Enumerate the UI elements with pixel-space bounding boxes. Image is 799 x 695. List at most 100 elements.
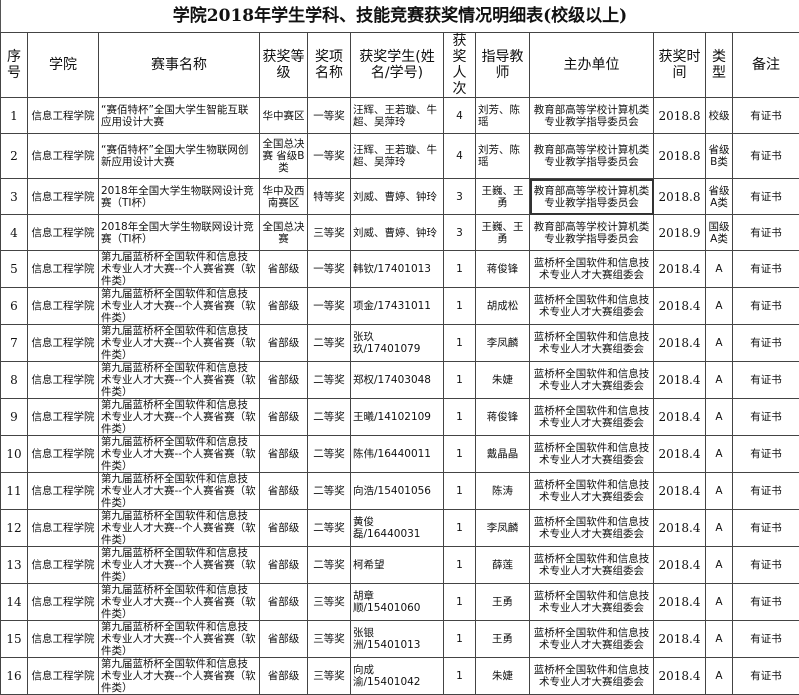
cell-award-count[interactable]: 1 <box>444 325 476 362</box>
header-type[interactable]: 类型 <box>706 33 733 98</box>
cell-organizer[interactable]: 蓝桥杯全国软件和信息技术专业人才大赛组委会 <box>530 399 654 436</box>
cell-award-name[interactable]: 一等奖 <box>308 98 351 134</box>
cell-seq[interactable]: 11 <box>1 473 28 510</box>
cell-organizer[interactable]: 蓝桥杯全国软件和信息技术专业人才大赛组委会 <box>530 436 654 473</box>
cell-remarks[interactable]: 有证书 <box>733 288 799 325</box>
cell-students[interactable]: 刘威、曹婷、钟玲 <box>351 179 444 215</box>
header-students[interactable]: 获奖学生(姓名/学号) <box>351 33 444 98</box>
cell-college[interactable]: 信息工程学院 <box>28 362 99 399</box>
header-remarks[interactable]: 备注 <box>733 33 799 98</box>
cell-award-name[interactable]: 三等奖 <box>308 658 351 695</box>
cell-award-date[interactable]: 2018.4 <box>654 436 706 473</box>
cell-award-name[interactable]: 特等奖 <box>308 179 351 215</box>
cell-students[interactable]: 郑权/17403048 <box>351 362 444 399</box>
cell-advisor[interactable]: 戴晶晶 <box>476 436 530 473</box>
cell-college[interactable]: 信息工程学院 <box>28 215 99 251</box>
cell-advisor[interactable]: 李凤麟 <box>476 325 530 362</box>
cell-award-count[interactable]: 4 <box>444 134 476 179</box>
cell-remarks[interactable]: 有证书 <box>733 473 799 510</box>
cell-remarks[interactable]: 有证书 <box>733 251 799 288</box>
cell-event-name[interactable]: 第九届蓝桥杯全国软件和信息技术专业人才大赛--个人赛省赛（软件类） <box>99 251 260 288</box>
cell-award-date[interactable]: 2018.4 <box>654 251 706 288</box>
cell-students[interactable]: 陈伟/16440011 <box>351 436 444 473</box>
cell-organizer[interactable]: 蓝桥杯全国软件和信息技术专业人才大赛组委会 <box>530 288 654 325</box>
cell-college[interactable]: 信息工程学院 <box>28 510 99 547</box>
cell-event-name[interactable]: 第九届蓝桥杯全国软件和信息技术专业人才大赛--个人赛省赛（软件类） <box>99 325 260 362</box>
cell-event-name[interactable]: 第九届蓝桥杯全国软件和信息技术专业人才大赛--个人赛省赛（软件类） <box>99 547 260 584</box>
cell-award-name[interactable]: 二等奖 <box>308 325 351 362</box>
cell-advisor[interactable]: 薛莲 <box>476 547 530 584</box>
header-seq[interactable]: 序号 <box>1 33 28 98</box>
cell-organizer[interactable]: 蓝桥杯全国软件和信息技术专业人才大赛组委会 <box>530 510 654 547</box>
cell-award-count[interactable]: 1 <box>444 436 476 473</box>
cell-remarks[interactable]: 有证书 <box>733 98 799 134</box>
cell-college[interactable]: 信息工程学院 <box>28 621 99 658</box>
cell-remarks[interactable]: 有证书 <box>733 436 799 473</box>
cell-award-date[interactable]: 2018.4 <box>654 288 706 325</box>
cell-award-date[interactable]: 2018.4 <box>654 473 706 510</box>
cell-organizer[interactable]: 蓝桥杯全国软件和信息技术专业人才大赛组委会 <box>530 547 654 584</box>
cell-award-count[interactable]: 1 <box>444 510 476 547</box>
cell-seq[interactable]: 10 <box>1 436 28 473</box>
cell-college[interactable]: 信息工程学院 <box>28 288 99 325</box>
cell-award-count[interactable]: 1 <box>444 399 476 436</box>
cell-students[interactable]: 韩钦/17401013 <box>351 251 444 288</box>
cell-award-level[interactable]: 省部级 <box>260 325 308 362</box>
cell-organizer[interactable]: 教育部高等学校计算机类专业教学指导委员会 <box>530 215 654 251</box>
cell-award-count[interactable]: 1 <box>444 251 476 288</box>
cell-advisor[interactable]: 陈涛 <box>476 473 530 510</box>
header-award-count[interactable]: 获奖人次 <box>444 33 476 98</box>
header-college[interactable]: 学院 <box>28 33 99 98</box>
cell-event-name[interactable]: “赛佰特杯”全国大学生物联网创新应用设计大赛 <box>99 134 260 179</box>
cell-advisor[interactable]: 蒋俊锋 <box>476 399 530 436</box>
cell-organizer[interactable]: 教育部高等学校计算机类专业教学指导委员会 <box>530 134 654 179</box>
cell-event-name[interactable]: 第九届蓝桥杯全国软件和信息技术专业人才大赛--个人赛省赛（软件类） <box>99 399 260 436</box>
cell-seq[interactable]: 5 <box>1 251 28 288</box>
cell-type[interactable]: A <box>706 325 733 362</box>
cell-award-level[interactable]: 省部级 <box>260 584 308 621</box>
cell-advisor[interactable]: 王勇 <box>476 584 530 621</box>
cell-type[interactable]: A <box>706 288 733 325</box>
cell-award-level[interactable]: 省部级 <box>260 547 308 584</box>
cell-organizer[interactable]: 蓝桥杯全国软件和信息技术专业人才大赛组委会 <box>530 584 654 621</box>
cell-seq[interactable]: 14 <box>1 584 28 621</box>
cell-event-name[interactable]: 2018年全国大学生物联网设计竞赛（TI杯） <box>99 215 260 251</box>
header-award-level[interactable]: 获奖等级 <box>260 33 308 98</box>
cell-type[interactable]: A <box>706 584 733 621</box>
cell-award-level[interactable]: 省部级 <box>260 621 308 658</box>
cell-award-level[interactable]: 华中赛区 <box>260 98 308 134</box>
cell-college[interactable]: 信息工程学院 <box>28 473 99 510</box>
cell-type[interactable]: A <box>706 473 733 510</box>
cell-advisor[interactable]: 胡成松 <box>476 288 530 325</box>
cell-type[interactable]: A <box>706 658 733 695</box>
header-award-name[interactable]: 奖项名称 <box>308 33 351 98</box>
cell-college[interactable]: 信息工程学院 <box>28 399 99 436</box>
cell-organizer[interactable]: 蓝桥杯全国软件和信息技术专业人才大赛组委会 <box>530 362 654 399</box>
cell-award-level[interactable]: 省部级 <box>260 658 308 695</box>
cell-award-date[interactable]: 2018.4 <box>654 621 706 658</box>
cell-college[interactable]: 信息工程学院 <box>28 658 99 695</box>
cell-remarks[interactable]: 有证书 <box>733 658 799 695</box>
cell-college[interactable]: 信息工程学院 <box>28 547 99 584</box>
cell-award-count[interactable]: 3 <box>444 179 476 215</box>
cell-advisor[interactable]: 朱婕 <box>476 658 530 695</box>
cell-college[interactable]: 信息工程学院 <box>28 251 99 288</box>
cell-remarks[interactable]: 有证书 <box>733 399 799 436</box>
cell-remarks[interactable]: 有证书 <box>733 621 799 658</box>
cell-award-count[interactable]: 1 <box>444 473 476 510</box>
cell-remarks[interactable]: 有证书 <box>733 510 799 547</box>
cell-type[interactable]: A <box>706 436 733 473</box>
cell-students[interactable]: 张银洲/15401013 <box>351 621 444 658</box>
cell-award-name[interactable]: 三等奖 <box>308 215 351 251</box>
cell-award-count[interactable]: 1 <box>444 584 476 621</box>
cell-award-level[interactable]: 省部级 <box>260 251 308 288</box>
cell-organizer[interactable]: 蓝桥杯全国软件和信息技术专业人才大赛组委会 <box>530 325 654 362</box>
cell-type[interactable]: A <box>706 251 733 288</box>
cell-award-date[interactable]: 2018.4 <box>654 547 706 584</box>
cell-type[interactable]: 省级B类 <box>706 134 733 179</box>
cell-students[interactable]: 胡章顺/15401060 <box>351 584 444 621</box>
cell-college[interactable]: 信息工程学院 <box>28 98 99 134</box>
cell-type[interactable]: 省级A类 <box>706 179 733 215</box>
cell-award-name[interactable]: 二等奖 <box>308 473 351 510</box>
cell-remarks[interactable]: 有证书 <box>733 547 799 584</box>
